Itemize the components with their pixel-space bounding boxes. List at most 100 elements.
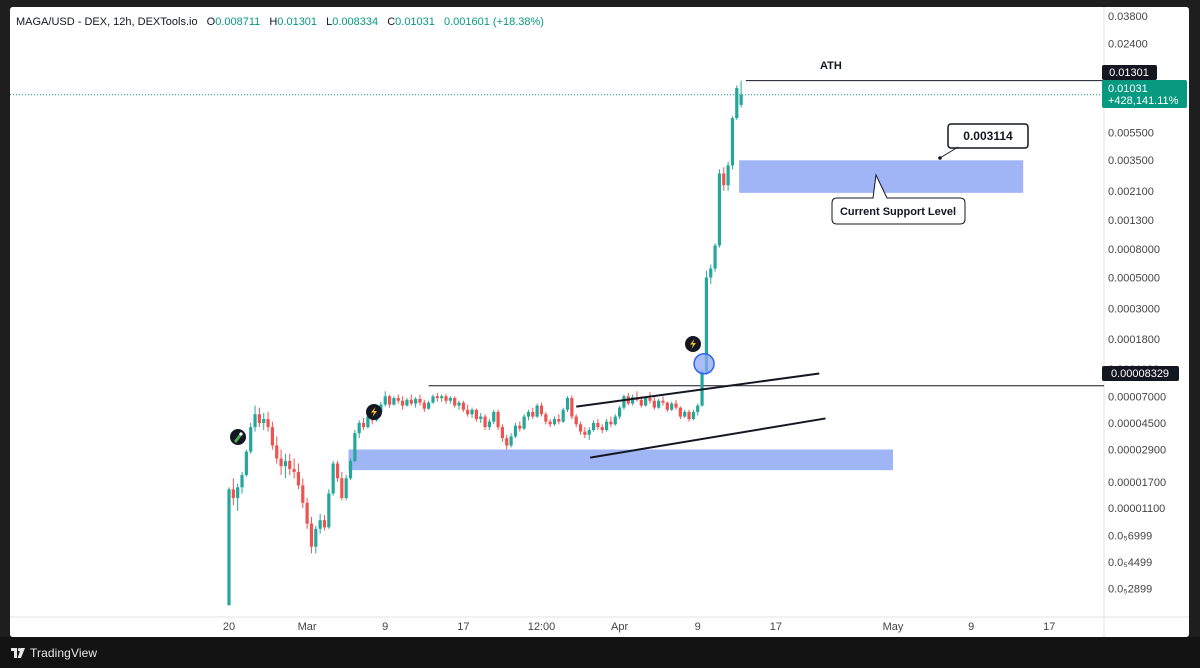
- candle: [678, 406, 682, 420]
- breakout-level-badge: 0.00008329: [1102, 366, 1179, 381]
- price-tick-label: 0.02400: [1108, 39, 1148, 51]
- time-tick-label: May: [883, 621, 904, 633]
- candle: [461, 400, 465, 412]
- candle: [661, 396, 665, 406]
- time-tick-label: 17: [457, 621, 469, 633]
- open-label: O: [207, 16, 216, 28]
- support-level-callout[interactable]: Current Support Level: [831, 173, 966, 225]
- support-zone-lower[interactable]: [348, 449, 894, 471]
- low-value: 0.008334: [332, 16, 378, 28]
- candle: [726, 161, 730, 191]
- candle: [474, 408, 478, 422]
- levels-layer: [10, 80, 1104, 387]
- high-value: 0.01301: [277, 16, 317, 28]
- candle: [288, 453, 292, 476]
- lightning-marker-icon[interactable]: [366, 404, 382, 420]
- candle: [431, 394, 435, 404]
- candle: [270, 421, 274, 450]
- candle: [357, 420, 361, 439]
- candle: [309, 516, 314, 554]
- close-value: 0.01031: [395, 16, 435, 28]
- current-price-text: 0.01031: [1108, 83, 1148, 95]
- candle: [487, 419, 491, 431]
- candle: [327, 489, 331, 529]
- candle: [344, 475, 348, 501]
- candle: [717, 169, 722, 248]
- price-tick-label: 0.0₅2899: [1108, 584, 1152, 596]
- current-change-text: +428,141.11%: [1108, 95, 1179, 107]
- low-label: L: [326, 16, 332, 28]
- price-chart[interactable]: 0.03800 0.02400 0.005500 0.003500 0.002100 0.…: [10, 7, 1189, 637]
- candle: [479, 413, 483, 423]
- price-tick-label: 0.0003000: [1108, 303, 1160, 315]
- candle: [552, 416, 557, 426]
- candle: [387, 394, 392, 408]
- candle: [405, 398, 409, 407]
- footer-brand[interactable]: TradingView: [30, 645, 98, 660]
- price-tick-label: 0.00001100: [1108, 503, 1165, 515]
- candle: [279, 449, 283, 476]
- price-tick-label: 0.0008000: [1108, 244, 1160, 256]
- channel-upper-line[interactable]: [576, 372, 820, 408]
- candle: [396, 394, 400, 404]
- candle: [604, 419, 609, 432]
- legend-line: MAGA/USD - DEX, 12h, DEXTools.io O0.0087…: [16, 16, 544, 28]
- candle: [314, 525, 318, 554]
- candle: [696, 403, 700, 416]
- candles-layer: [227, 80, 743, 606]
- candle: [483, 414, 487, 431]
- price-tick-label: 0.003500: [1108, 155, 1154, 167]
- candle: [674, 399, 678, 410]
- candle: [448, 396, 452, 404]
- candle: [348, 458, 353, 481]
- price-tick-label: 0.002100: [1108, 186, 1154, 198]
- symbol-label: MAGA/USD - DEX, 12h, DEXTools.io: [16, 16, 198, 28]
- candle: [244, 449, 248, 477]
- time-tick-label: 9: [382, 621, 388, 633]
- chart-frame: 0.03800 0.02400 0.005500 0.003500 0.002100 0.…: [10, 7, 1189, 637]
- candle: [453, 396, 457, 408]
- callout-value-box[interactable]: 0.003114: [947, 123, 1029, 149]
- candle: [505, 434, 509, 450]
- candle: [340, 471, 344, 501]
- candle: [409, 394, 413, 406]
- candle: [301, 478, 305, 509]
- price-tick-label: 0.001300: [1108, 215, 1154, 227]
- time-tick-label: 9: [695, 621, 701, 633]
- candle: [392, 396, 396, 406]
- lightning-marker-icon[interactable]: [685, 336, 701, 352]
- candle: [427, 400, 431, 410]
- candle: [631, 394, 635, 406]
- candle: [509, 433, 513, 448]
- price-tick-label: 0.0001800: [1108, 334, 1160, 346]
- candle: [296, 463, 301, 490]
- price-tick-label: 0.00001700: [1108, 477, 1166, 489]
- candle: [535, 403, 539, 418]
- footer-bar: TradingView: [0, 637, 1200, 668]
- price-tick-label: 0.03800: [1108, 11, 1148, 23]
- candle: [691, 409, 695, 421]
- open-value: 0.008711: [215, 16, 260, 28]
- candle: [401, 396, 405, 410]
- candle: [591, 420, 596, 432]
- candle: [249, 422, 253, 454]
- candle: [422, 399, 426, 412]
- candle: [583, 427, 587, 439]
- breakout-circle[interactable]: [693, 353, 715, 375]
- support-level-label: Current Support Level: [840, 206, 956, 218]
- time-axis[interactable]: 20 Mar 9 17 12:00 Apr 9 17 May 9 17: [223, 621, 1056, 633]
- candle: [687, 409, 691, 422]
- high-label: H: [269, 16, 277, 28]
- breakout-level-text: 0.00008329: [1111, 368, 1169, 380]
- rocket-marker-icon[interactable]: [230, 429, 246, 445]
- candle: [305, 497, 309, 529]
- candle: [565, 396, 570, 412]
- candle: [231, 478, 235, 506]
- candle: [353, 430, 357, 463]
- tradingview-logo-icon: [11, 647, 25, 658]
- channel-lower-line[interactable]: [590, 417, 826, 459]
- current-price-badge: 0.01031 +428,141.11%: [1102, 80, 1187, 108]
- candle: [618, 405, 622, 420]
- candle: [557, 414, 561, 425]
- candle: [283, 453, 288, 479]
